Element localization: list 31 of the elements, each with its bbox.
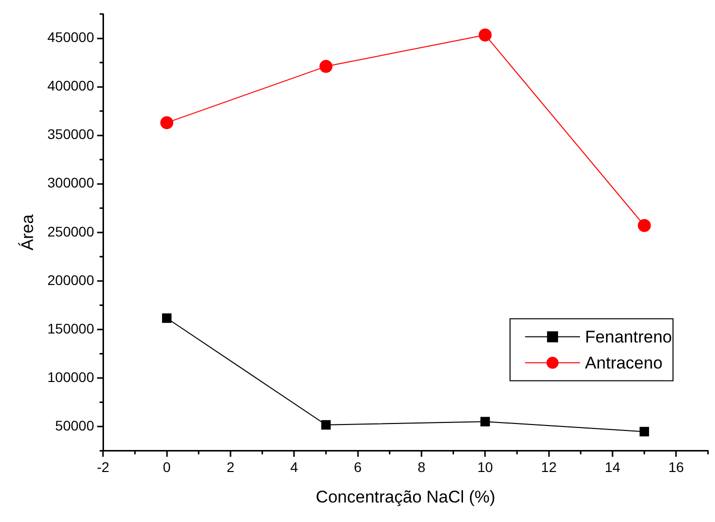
y-tick-label: 450000 (47, 29, 94, 46)
y-tick-label: 150000 (47, 320, 94, 336)
y-tick-label: 100000 (47, 368, 94, 385)
y-tick-label: 250000 (47, 223, 94, 240)
y-tick-label: 300000 (47, 174, 94, 191)
x-tick-label: 4 (290, 459, 298, 476)
x-tick-label: 10 (477, 459, 494, 476)
point (319, 60, 332, 73)
legend-label: Antraceno (585, 353, 663, 372)
x-tick-label: 8 (418, 459, 426, 476)
point (640, 426, 650, 436)
x-tick-label: 6 (354, 459, 362, 476)
point (638, 219, 651, 232)
y-tick-label: 50000 (55, 417, 94, 434)
point (321, 420, 331, 430)
x-tick-label: 0 (162, 459, 171, 476)
y-tick-label: 200000 (47, 272, 94, 288)
x-axis-title: Concentração NaCl (%) (316, 487, 496, 506)
point (478, 28, 492, 42)
x-tick-label: 16 (668, 459, 684, 476)
point (162, 313, 172, 323)
y-axis-title: Área (18, 214, 37, 250)
legend-label: Fenantreno (585, 327, 672, 346)
y-tick-label: 350000 (47, 126, 94, 142)
x-tick-label: 2 (226, 459, 235, 476)
point (480, 416, 490, 426)
x-tick-label: 12 (541, 459, 557, 476)
y-tick-label: 400000 (47, 78, 94, 94)
x-tick-label: 14 (604, 459, 620, 476)
x-tick-label: -2 (96, 459, 110, 476)
point (160, 116, 174, 130)
